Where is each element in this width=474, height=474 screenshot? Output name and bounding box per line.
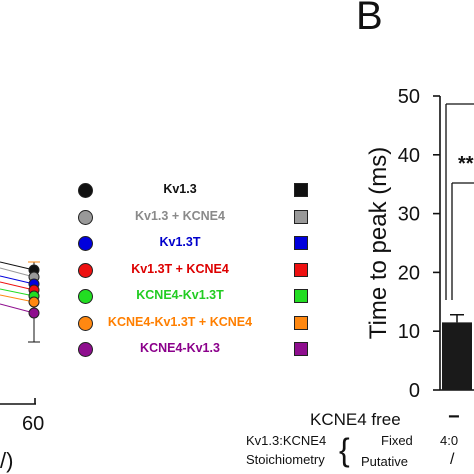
legend-label: Kv1.3T + KCNE4 [131, 261, 229, 276]
legend-marker-circle [78, 315, 93, 331]
legend-label: Kv1.3 [163, 182, 197, 196]
legend-marker-circle [78, 236, 93, 251]
legend-marker-square [294, 315, 308, 330]
left-point-5 [28, 296, 40, 308]
legend-item: Kv1.3 + KCNE4 [74, 207, 324, 231]
legend-item: KCNE4-Kv1.3T [74, 286, 324, 310]
fixed-value: 4:0 [440, 433, 459, 448]
stoichiometry-label-1: Kv1.3:KCNE4 [246, 433, 327, 448]
kcne4-free-value: − [448, 406, 460, 428]
legend-item: KCNE4-Kv1.3T + KCNE4 [74, 313, 324, 337]
panel-a-partial: 60 /) [0, 261, 44, 473]
y-tick-label-3: 30 [398, 204, 420, 226]
panel-label-b: B [356, 0, 383, 38]
y-tick-label-2: 20 [398, 262, 420, 284]
significance-annotation: ** [458, 153, 474, 175]
legend-label: KCNE4-Kv1.3T [136, 288, 224, 302]
legend-item: Kv1.3T [74, 233, 324, 257]
legend-marker-circle [78, 342, 93, 357]
left-trace-0 [0, 261, 35, 271]
legend-label: Kv1.3T [159, 235, 201, 249]
left-trace-5 [0, 294, 35, 303]
legend-item: Kv1.3T + KCNE4 [74, 260, 324, 284]
putative-value: / [450, 451, 455, 468]
left-trace-6 [0, 303, 35, 314]
y-ticks: 0 10 20 30 40 50 [398, 86, 440, 402]
legend-marker-circle [78, 262, 93, 278]
left-trace-3 [0, 281, 35, 291]
bar-0 [442, 322, 472, 390]
bars [442, 313, 472, 390]
legend: Kv1.3 Kv1.3 + KCNE4 Kv1.3T Kv1.3T + KCNE4 KC… [74, 180, 324, 360]
legend-label: KCNE4-Kv1.3T + KCNE4 [107, 314, 253, 329]
y-tick-label-0: 0 [409, 380, 420, 402]
y-tick-label-1: 10 [398, 321, 420, 343]
legend-marker-square [294, 236, 308, 250]
y-tick-label-5: 50 [398, 86, 420, 108]
legend-marker-circle [78, 209, 93, 225]
stoichiometry-label-2: Stoichiometry [246, 452, 325, 467]
legend-item: KCNE4-Kv1.3 [74, 339, 324, 363]
legend-marker-circle [78, 289, 93, 304]
legend-marker-square [294, 342, 308, 356]
kcne4-free-label: KCNE4 free [310, 410, 401, 429]
brace-icon: { [339, 432, 350, 468]
legend-item: Kv1.3 [74, 180, 324, 204]
legend-marker-square [294, 289, 308, 303]
left-traces [0, 261, 40, 343]
left-trace-2 [0, 275, 35, 285]
legend-marker-square [294, 209, 308, 224]
left-trace-4 [0, 288, 35, 297]
significance-brackets: ** [445, 103, 474, 300]
y-axis-label: Time to peak (ms) [365, 147, 392, 339]
y-tick-label-4: 40 [398, 145, 420, 167]
legend-marker-square [294, 262, 308, 277]
legend-label: KCNE4-Kv1.3 [140, 341, 220, 355]
left-point-6 [28, 307, 40, 319]
left-x-axis-fragment: /) [0, 448, 13, 473]
left-x-tick-label: 60 [22, 413, 44, 435]
legend-marker-square [294, 183, 308, 197]
panel-b-chart: 0 10 20 30 40 50 ** Time to peak (ms) [365, 86, 474, 402]
fixed-label: Fixed [381, 433, 413, 448]
legend-marker-circle [78, 183, 93, 198]
putative-label: Putative [361, 454, 408, 469]
left-trace-1 [0, 267, 35, 278]
legend-label: Kv1.3 + KCNE4 [135, 208, 225, 223]
